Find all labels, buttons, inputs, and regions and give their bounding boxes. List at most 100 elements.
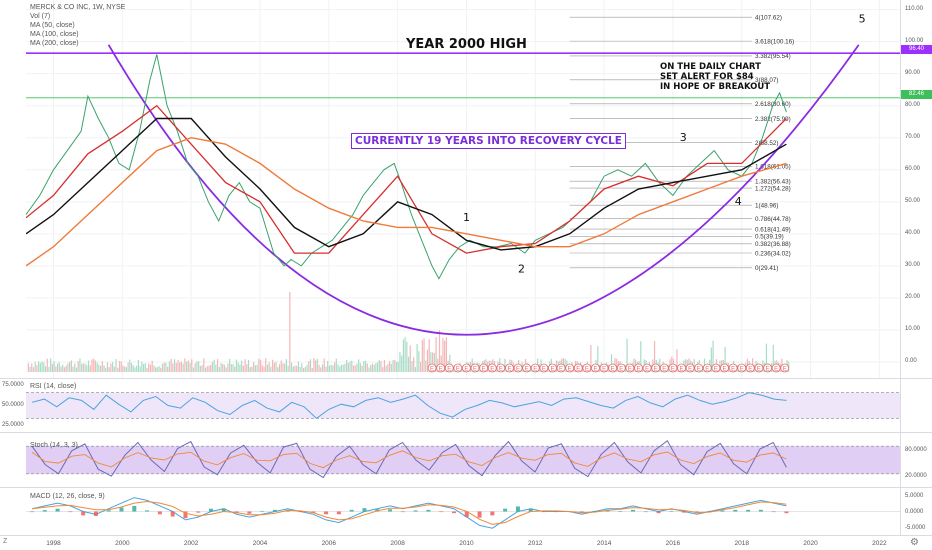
earnings-marker-label: E bbox=[697, 366, 701, 372]
volume-bar bbox=[46, 358, 48, 372]
volume-bar bbox=[149, 364, 152, 372]
earnings-marker-label: E bbox=[550, 366, 554, 372]
volume-bar bbox=[361, 365, 363, 372]
volume-bar bbox=[251, 366, 253, 372]
macd-pane[interactable] bbox=[26, 488, 900, 535]
rsi-pane[interactable] bbox=[26, 379, 900, 432]
macd-axis bbox=[900, 488, 932, 535]
fib-label: 2(68.52) bbox=[755, 140, 778, 147]
alert-line-1: ON THE DAILY CHART bbox=[660, 62, 761, 72]
volume-bar bbox=[347, 362, 349, 372]
stoch-legend: Stoch (14, 3, 3) bbox=[30, 442, 78, 449]
volume-bar bbox=[390, 363, 392, 372]
volume-bar bbox=[418, 351, 420, 372]
divider-rsi bbox=[0, 378, 932, 379]
rsi-chart[interactable] bbox=[26, 379, 900, 432]
volume-bar bbox=[106, 362, 109, 372]
volume-bar bbox=[69, 361, 71, 372]
volume-bar bbox=[389, 361, 391, 372]
volume-bar bbox=[103, 365, 105, 372]
volume-bar bbox=[220, 363, 222, 372]
earnings-marker-label: E bbox=[464, 366, 468, 372]
macd-histogram-bar bbox=[247, 511, 252, 514]
volume-bar bbox=[137, 360, 140, 372]
earnings-marker-label: E bbox=[439, 366, 443, 372]
macd-histogram-bar bbox=[157, 511, 162, 515]
macd-chart[interactable] bbox=[26, 488, 900, 535]
volume-bar bbox=[39, 363, 41, 372]
volume-bar bbox=[168, 361, 170, 372]
volume-bar bbox=[268, 362, 270, 372]
volume-bar bbox=[444, 340, 446, 372]
earnings-marker-label: E bbox=[636, 366, 640, 372]
volume-bar bbox=[370, 365, 372, 372]
macd-histogram-bar bbox=[336, 511, 341, 515]
volume-bar bbox=[44, 366, 47, 372]
timezone-icon[interactable]: Z bbox=[3, 538, 8, 545]
volume-bar bbox=[132, 365, 134, 372]
macd-histogram-bar bbox=[30, 511, 34, 513]
volume-bar bbox=[216, 359, 219, 372]
price-tick-label: 50.00 bbox=[905, 197, 921, 204]
stoch-k-line bbox=[31, 439, 787, 479]
volume-bar bbox=[344, 363, 346, 372]
volume-bar bbox=[177, 360, 179, 372]
time-tick-label: 2002 bbox=[183, 540, 199, 547]
stoch-tick-20: 20.0000 bbox=[905, 473, 927, 479]
volume-bar bbox=[144, 363, 146, 372]
volume-bar bbox=[86, 365, 88, 372]
volume-bar bbox=[192, 367, 195, 372]
rsi-axis: 75.0000 50.0000 25.0000 bbox=[0, 379, 26, 432]
volume-bar bbox=[285, 359, 287, 372]
volume-bar bbox=[241, 360, 243, 372]
rsi-tick-25: 25.0000 bbox=[2, 422, 24, 428]
volume-bar bbox=[270, 366, 272, 372]
price-axis[interactable] bbox=[900, 0, 932, 378]
volume-bar bbox=[87, 360, 90, 372]
volume-bar bbox=[142, 363, 145, 372]
volume-bar bbox=[363, 361, 365, 372]
volume-bar bbox=[31, 363, 33, 372]
volume-bar bbox=[153, 365, 155, 372]
volume-bar bbox=[313, 358, 315, 372]
earnings-marker-label: E bbox=[766, 366, 770, 372]
earnings-marker-label: E bbox=[757, 366, 761, 372]
macd-histogram-bar bbox=[720, 510, 725, 512]
level-tag-96: 96.40 bbox=[901, 45, 932, 54]
earnings-marker bbox=[642, 363, 652, 373]
time-tick-label: 2014 bbox=[596, 540, 612, 547]
earnings-marker bbox=[754, 363, 764, 373]
price-tick-label: 30.00 bbox=[905, 261, 921, 268]
volume-bar bbox=[62, 364, 64, 372]
volume-bar bbox=[167, 366, 169, 372]
gear-icon[interactable]: ⚙ bbox=[910, 537, 919, 548]
earnings-marker bbox=[677, 363, 686, 373]
macd-histogram-bar bbox=[196, 511, 201, 513]
macd-histogram-bar bbox=[221, 508, 226, 512]
time-tick-label: 2022 bbox=[872, 540, 887, 547]
earnings-marker-label: E bbox=[516, 366, 520, 372]
stoch-band bbox=[26, 446, 900, 474]
volume-bar bbox=[442, 337, 444, 372]
volume-bar bbox=[70, 360, 72, 372]
stoch-pane[interactable] bbox=[26, 433, 900, 487]
macd-histogram-bar bbox=[170, 511, 175, 517]
macd-histogram-bar bbox=[119, 507, 124, 512]
volume-bar bbox=[265, 358, 267, 372]
volume-bar bbox=[282, 363, 284, 372]
rsi-tick-50: 50.0000 bbox=[2, 402, 24, 408]
volume-bar bbox=[194, 363, 196, 372]
volume-bar bbox=[495, 367, 497, 372]
wave-label: 1 bbox=[463, 211, 470, 224]
volume-bar bbox=[342, 364, 344, 372]
earnings-marker bbox=[496, 363, 506, 373]
volume-bar bbox=[155, 367, 157, 372]
macd-histogram-bar bbox=[324, 511, 329, 515]
earnings-marker bbox=[453, 363, 463, 373]
stoch-chart[interactable] bbox=[26, 433, 900, 487]
earnings-marker bbox=[625, 363, 635, 373]
macd-histogram-bar bbox=[106, 510, 111, 512]
volume-bar bbox=[258, 358, 260, 372]
